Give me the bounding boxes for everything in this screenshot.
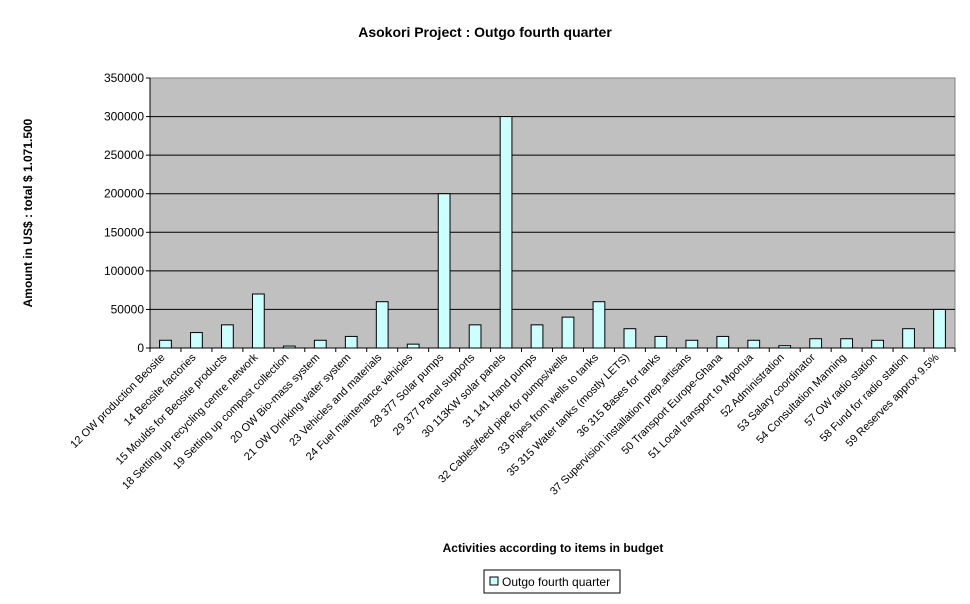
bar xyxy=(530,324,544,349)
bar xyxy=(592,301,606,349)
bar xyxy=(654,335,668,349)
bar xyxy=(190,332,203,349)
bar xyxy=(313,339,327,349)
bar xyxy=(747,339,761,349)
y-tick-label: 50000 xyxy=(111,302,145,316)
bar xyxy=(375,301,389,349)
bar xyxy=(716,335,730,349)
legend-swatch xyxy=(489,576,499,586)
y-tick-label: 150000 xyxy=(104,225,144,239)
y-tick-label: 100000 xyxy=(104,264,144,278)
bar xyxy=(221,324,234,349)
x-axis-ticks xyxy=(149,347,956,352)
y-axis-ticks: 0 50000 100000 150000 200000 250000 300000 3500… xyxy=(104,71,151,355)
bar xyxy=(933,308,946,349)
x-axis-title: Activities according to items in budget xyxy=(443,541,664,555)
bar xyxy=(902,328,915,349)
y-axis-title: Amount in US$ : total $ 1.071.500 xyxy=(21,118,35,307)
bar xyxy=(437,193,451,349)
bar xyxy=(344,335,358,349)
legend-box xyxy=(483,569,621,594)
bar-series xyxy=(159,116,946,349)
bar xyxy=(685,339,699,349)
legend: Outgo fourth quarter xyxy=(483,569,621,594)
bar xyxy=(623,328,637,349)
bar xyxy=(561,316,575,349)
gridlines xyxy=(150,116,955,310)
x-tick-label: 19 Setting up compost collection xyxy=(171,352,291,472)
y-tick-label: 250000 xyxy=(104,148,144,162)
bar xyxy=(159,339,172,349)
bar xyxy=(809,338,823,349)
bar xyxy=(840,338,854,349)
y-tick-label: 300000 xyxy=(104,110,144,124)
y-tick-label: 350000 xyxy=(104,71,144,85)
bar xyxy=(499,116,513,349)
bar xyxy=(871,339,884,349)
bar xyxy=(468,324,482,349)
y-tick-label: 0 xyxy=(137,341,144,355)
y-tick-label: 200000 xyxy=(104,187,144,201)
bar xyxy=(251,293,265,349)
chart-title: Asokori Project : Outgo fourth quarter xyxy=(358,24,612,40)
bar xyxy=(406,343,420,349)
legend-label: Outgo fourth quarter xyxy=(502,575,610,589)
plot-area xyxy=(149,77,956,349)
